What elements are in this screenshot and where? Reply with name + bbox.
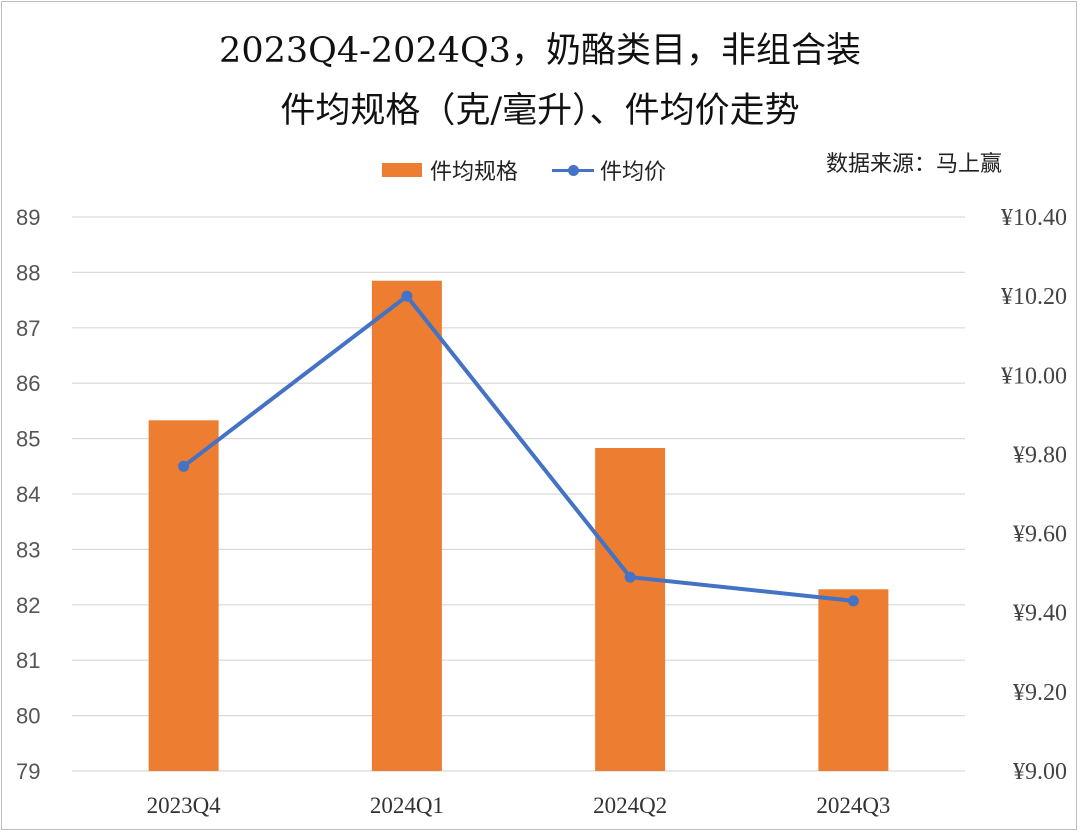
legend-bar-swatch — [382, 163, 422, 177]
chart-legend: 件均规格 件均价 — [382, 152, 700, 188]
price-point — [178, 460, 190, 472]
y-left-tick-label: 86 — [16, 371, 40, 396]
y-left-tick-label: 89 — [16, 205, 40, 230]
bar — [595, 448, 666, 771]
y-left-tick-label: 84 — [16, 482, 40, 507]
price-point — [847, 595, 859, 607]
y-right-tick-label: ¥9.00 — [1013, 759, 1067, 785]
y-right-tick-label: ¥9.80 — [1013, 442, 1067, 468]
x-tick-label: 2023Q4 — [147, 793, 222, 818]
price-point — [624, 571, 636, 583]
y-right-tick-label: ¥10.40 — [1001, 205, 1067, 231]
y-left-tick-label: 88 — [16, 260, 40, 285]
legend-item-bar: 件均规格 — [382, 154, 518, 186]
y-left-tick-label: 85 — [16, 427, 40, 452]
legend-line-swatch — [552, 164, 595, 176]
y-right-tick-label: ¥9.40 — [1013, 601, 1067, 627]
y-left-tick-label: 87 — [16, 316, 40, 341]
y-right-tick-label: ¥10.00 — [1001, 363, 1067, 389]
data-source-note: 数据来源：马上赢 — [826, 152, 1003, 177]
bar — [371, 280, 442, 771]
chart-title-line-2: 件均规格（克/毫升）、件均价走势 — [280, 91, 800, 131]
y-right-tick-label: ¥9.20 — [1013, 680, 1067, 706]
y-right-tick-label: ¥9.60 — [1013, 522, 1067, 548]
y-left-tick-label: 83 — [16, 537, 40, 562]
x-tick-label: 2024Q2 — [593, 793, 667, 818]
bar — [818, 589, 889, 771]
x-tick-label: 2024Q3 — [816, 793, 890, 818]
price-line — [182, 294, 854, 603]
bar — [148, 420, 219, 771]
legend-line-label: 件均价 — [600, 160, 667, 185]
y-left-tick-label: 79 — [16, 759, 40, 784]
legend-bar-label: 件均规格 — [430, 160, 519, 185]
price-point — [401, 290, 413, 302]
chart-title-line-1: 2023Q4-2024Q3，奶酪类目，非组合装 — [219, 31, 861, 71]
y-right-tick-label: ¥10.20 — [1001, 284, 1067, 310]
x-tick-label: 2024Q1 — [370, 793, 444, 818]
legend-item-line: 件均价 — [552, 154, 666, 186]
y-left-tick-label: 81 — [16, 648, 40, 673]
y-left-tick-label: 82 — [16, 593, 40, 618]
y-left-tick-label: 80 — [16, 704, 40, 729]
